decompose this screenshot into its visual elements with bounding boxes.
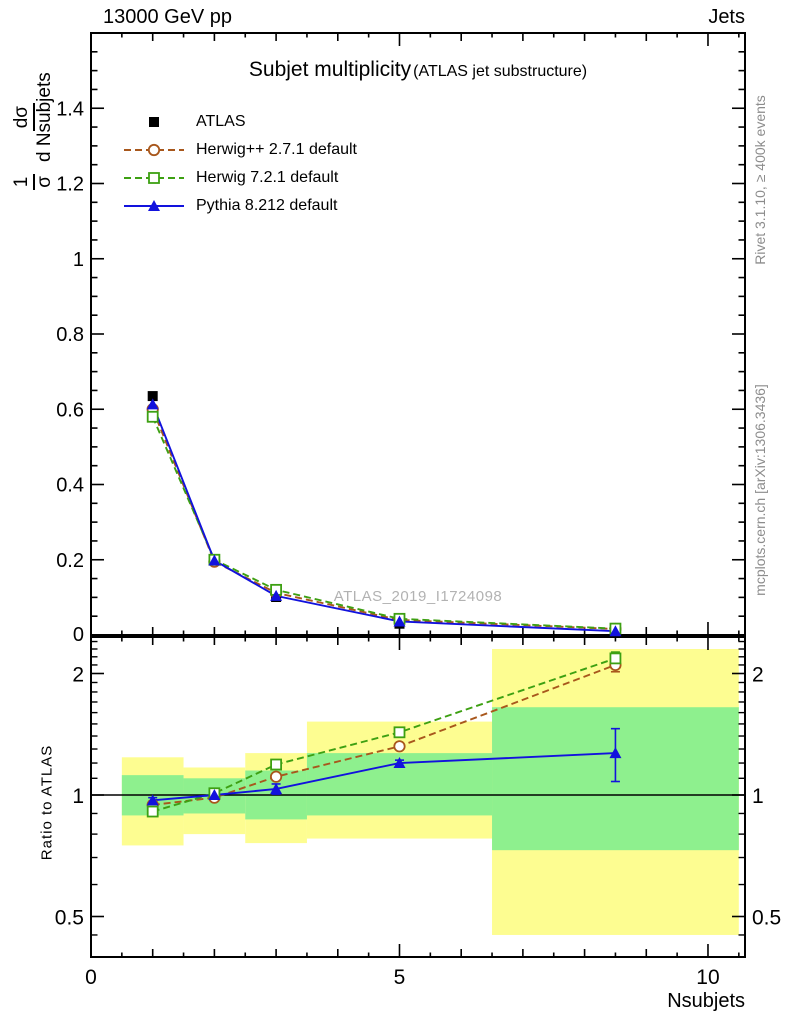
mcplots-arxiv-note: mcplots.cern.ch [arXiv:1306.3436] — [752, 384, 768, 596]
plot-title-sub: (ATLAS jet substructure) — [413, 63, 588, 80]
svg-text:0: 0 — [85, 966, 97, 989]
svg-text:0.6: 0.6 — [56, 399, 84, 421]
x-axis-label: Nsubjets — [667, 990, 745, 1012]
svg-text:0: 0 — [73, 624, 84, 646]
plot-title-main: Subjet multiplicity — [248, 58, 412, 81]
svg-text:0.5: 0.5 — [55, 907, 84, 930]
triangle-filled-legend-swatch — [124, 200, 184, 211]
legend-label: ATLAS — [196, 113, 246, 130]
analysis-id-watermark: ATLAS_2019_I1724098 — [333, 588, 503, 605]
svg-text:10: 10 — [696, 966, 719, 989]
ratio-y-axis-label: Ratio to ATLAS — [38, 744, 56, 861]
square-open-legend-swatch — [124, 172, 184, 184]
svg-text:1.4: 1.4 — [56, 98, 84, 120]
legend-item: Herwig++ 2.7.1 default — [122, 136, 357, 164]
legend-label: Herwig++ 2.7.1 default — [196, 141, 357, 158]
legend-label: Pythia 8.212 default — [196, 197, 338, 214]
legend-item: Herwig 7.2.1 default — [122, 164, 357, 192]
svg-text:5: 5 — [394, 966, 406, 989]
svg-text:0.5: 0.5 — [752, 907, 781, 930]
legend-item: Pythia 8.212 default — [122, 192, 357, 220]
legend-item: ATLAS — [122, 108, 357, 136]
svg-text:0.2: 0.2 — [56, 550, 84, 572]
svg-text:0.8: 0.8 — [56, 324, 84, 346]
rivet-version-note: Rivet 3.1.10, ≥ 400k events — [752, 95, 768, 265]
circle-open-legend-swatch — [124, 143, 184, 157]
svg-text:1: 1 — [73, 249, 84, 271]
svg-text:1.2: 1.2 — [56, 174, 84, 196]
plot-title: Subjet multiplicity (ATLAS jet substructu… — [91, 58, 745, 82]
fraction-one-over-sigma: 1 σ — [11, 173, 56, 191]
legend-label: Herwig 7.2.1 default — [196, 169, 339, 186]
svg-text:1: 1 — [752, 785, 764, 808]
process-label: Jets — [708, 6, 745, 28]
legend: ATLAS Herwig++ 2.7.1 default Herwig 7.2.1 … — [122, 108, 357, 220]
svg-text:2: 2 — [72, 664, 84, 687]
main-y-axis-label: 1 σ dσ d Nsubjets — [7, 25, 61, 235]
svg-text:1: 1 — [72, 785, 84, 808]
square-filled-legend-swatch — [149, 117, 159, 127]
svg-text:0.4: 0.4 — [56, 475, 84, 497]
fraction-dsigma-dnsubjets: dσ d Nsubjets — [11, 72, 55, 163]
svg-text:2: 2 — [752, 664, 764, 687]
beam-energy-label: 13000 GeV pp — [103, 6, 232, 28]
